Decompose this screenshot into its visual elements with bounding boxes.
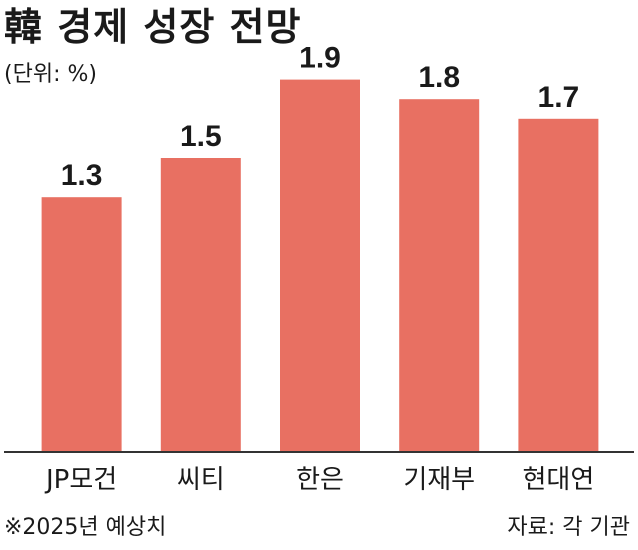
bar-1 xyxy=(160,158,241,452)
bar-4 xyxy=(518,118,599,453)
value-label-1: 1.5 xyxy=(180,120,222,153)
value-label-2: 1.9 xyxy=(299,42,341,75)
value-label-0: 1.3 xyxy=(61,159,103,192)
category-label-3: 기재부 xyxy=(403,465,475,495)
category-label-4: 현대연 xyxy=(523,465,595,495)
value-label-3: 1.8 xyxy=(418,61,460,94)
value-label-4: 1.7 xyxy=(538,81,580,114)
bar-2 xyxy=(280,79,360,452)
bar-3 xyxy=(399,99,480,452)
footnote: ※2025년 예상치 xyxy=(4,515,167,540)
category-label-2: 한은 xyxy=(296,465,344,495)
source-note: 자료: 각 기관 xyxy=(507,515,630,540)
category-label-1: 씨티 xyxy=(177,465,225,495)
unit-label: (단위: %) xyxy=(4,62,97,87)
bar-0 xyxy=(41,197,122,452)
category-label-0: JP모건 xyxy=(44,465,117,495)
chart-title: 韓 경제 성장 전망 xyxy=(4,5,302,49)
